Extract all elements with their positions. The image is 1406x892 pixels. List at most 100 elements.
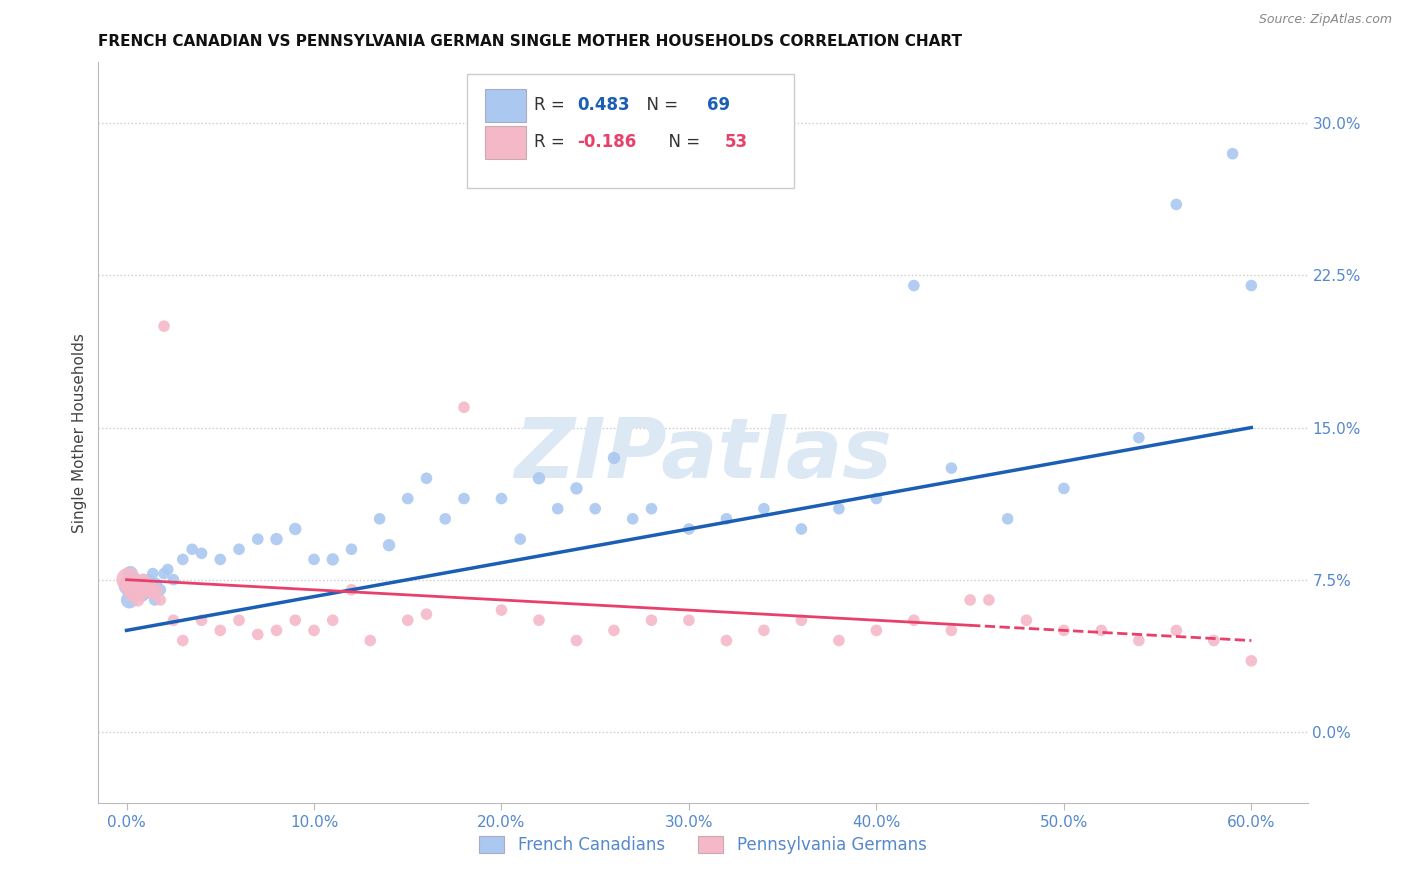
Point bbox=[139, 582, 162, 597]
Point bbox=[491, 491, 513, 506]
Point bbox=[118, 593, 141, 607]
Point bbox=[131, 589, 153, 603]
Text: Source: ZipAtlas.com: Source: ZipAtlas.com bbox=[1258, 13, 1392, 27]
Text: 0.483: 0.483 bbox=[578, 96, 630, 114]
Point bbox=[145, 582, 167, 597]
Point bbox=[828, 633, 851, 648]
Point bbox=[959, 593, 981, 607]
Point bbox=[138, 573, 160, 587]
Point bbox=[122, 582, 145, 597]
Point bbox=[1128, 431, 1150, 445]
Point bbox=[228, 542, 250, 557]
Point bbox=[453, 491, 475, 506]
Legend: French Canadians, Pennsylvania Germans: French Canadians, Pennsylvania Germans bbox=[472, 830, 934, 861]
Point bbox=[246, 627, 269, 641]
Text: -0.186: -0.186 bbox=[578, 134, 637, 152]
Point bbox=[509, 532, 531, 546]
Text: N =: N = bbox=[658, 134, 706, 152]
Point bbox=[125, 582, 148, 597]
Point bbox=[1240, 654, 1263, 668]
Point bbox=[266, 532, 288, 546]
Point bbox=[865, 624, 887, 638]
Point bbox=[640, 613, 662, 627]
Point bbox=[415, 607, 437, 622]
Point bbox=[190, 613, 212, 627]
Point bbox=[121, 587, 143, 601]
Point bbox=[142, 566, 165, 581]
Point bbox=[716, 633, 738, 648]
Point bbox=[640, 501, 662, 516]
Point bbox=[145, 576, 167, 591]
Point bbox=[1166, 197, 1188, 211]
Point bbox=[583, 501, 606, 516]
Point bbox=[190, 546, 212, 560]
Point bbox=[368, 512, 391, 526]
Point bbox=[149, 582, 172, 597]
Point bbox=[131, 582, 153, 597]
Point bbox=[246, 532, 269, 546]
Point bbox=[752, 624, 775, 638]
Point bbox=[396, 613, 419, 627]
Point bbox=[172, 552, 194, 566]
Point bbox=[828, 501, 851, 516]
Point bbox=[117, 573, 139, 587]
Point bbox=[621, 512, 644, 526]
Point bbox=[565, 482, 588, 496]
Point bbox=[153, 319, 176, 334]
Point bbox=[209, 624, 232, 638]
Text: 53: 53 bbox=[724, 134, 748, 152]
Point bbox=[378, 538, 401, 552]
Point bbox=[117, 579, 139, 593]
Point bbox=[228, 613, 250, 627]
Point bbox=[903, 613, 925, 627]
Point bbox=[1053, 624, 1076, 638]
Point bbox=[128, 587, 150, 601]
Point bbox=[1090, 624, 1112, 638]
Point bbox=[359, 633, 381, 648]
Point bbox=[120, 579, 142, 593]
Point bbox=[603, 624, 626, 638]
Point bbox=[790, 613, 813, 627]
Point bbox=[302, 552, 325, 566]
Point bbox=[997, 512, 1019, 526]
Text: 69: 69 bbox=[707, 96, 730, 114]
Point bbox=[136, 579, 159, 593]
Point bbox=[143, 593, 166, 607]
Point bbox=[142, 587, 165, 601]
Point bbox=[977, 593, 1000, 607]
Point bbox=[941, 461, 963, 475]
Text: R =: R = bbox=[534, 134, 569, 152]
Point bbox=[434, 512, 457, 526]
Point bbox=[134, 581, 156, 595]
Point bbox=[122, 576, 145, 591]
Point bbox=[120, 566, 142, 581]
Point bbox=[124, 576, 146, 591]
Point bbox=[284, 522, 307, 536]
Point bbox=[865, 491, 887, 506]
Point bbox=[127, 581, 149, 595]
Point bbox=[127, 593, 149, 607]
Point bbox=[941, 624, 963, 638]
Point bbox=[121, 573, 143, 587]
Point bbox=[128, 579, 150, 593]
Point bbox=[136, 585, 159, 599]
Y-axis label: Single Mother Households: Single Mother Households bbox=[72, 333, 87, 533]
Point bbox=[156, 562, 179, 576]
Point bbox=[302, 624, 325, 638]
Point bbox=[1166, 624, 1188, 638]
Point bbox=[209, 552, 232, 566]
Point bbox=[752, 501, 775, 516]
Point bbox=[128, 574, 150, 589]
FancyBboxPatch shape bbox=[485, 89, 526, 121]
Point bbox=[1222, 146, 1244, 161]
Point bbox=[565, 633, 588, 648]
Point bbox=[340, 542, 363, 557]
Point bbox=[527, 471, 550, 485]
Point bbox=[453, 401, 475, 415]
Point bbox=[120, 587, 142, 601]
Point bbox=[162, 573, 184, 587]
Point bbox=[181, 542, 204, 557]
FancyBboxPatch shape bbox=[467, 73, 793, 188]
Point bbox=[903, 278, 925, 293]
Point bbox=[1015, 613, 1038, 627]
